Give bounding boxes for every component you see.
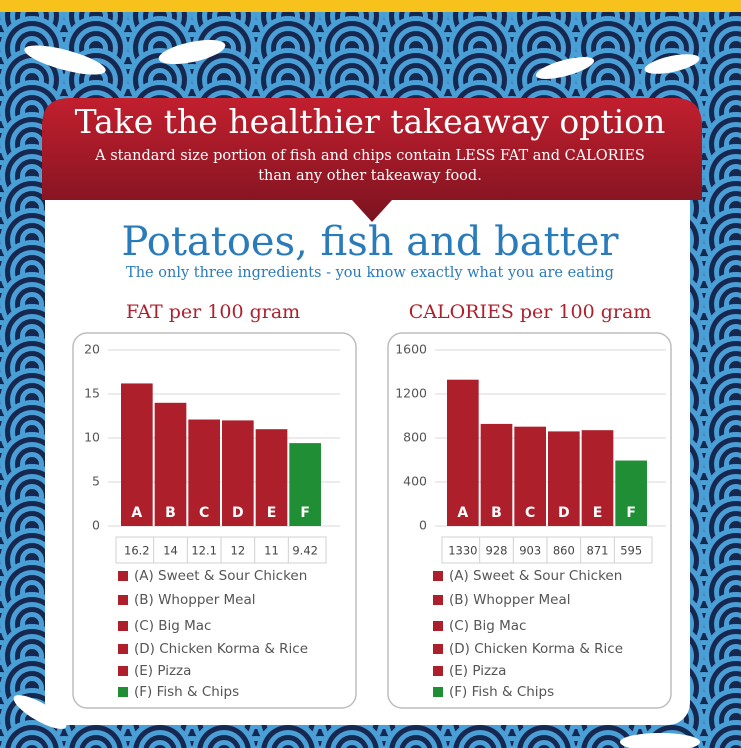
y-tick-label: 1600 — [395, 342, 427, 357]
legend-marker — [118, 687, 128, 697]
bar-category-label: C — [199, 505, 209, 521]
value-label: 871 — [587, 544, 609, 558]
value-label: 12 — [231, 544, 246, 558]
value-label: 16.2 — [124, 544, 150, 558]
legend-marker — [433, 595, 443, 605]
y-tick-label: 5 — [92, 474, 100, 489]
bar — [548, 431, 580, 526]
legend-marker — [433, 621, 443, 631]
chart-title: CALORIES per 100 gram — [409, 301, 652, 323]
value-label: 903 — [519, 544, 541, 558]
legend-marker — [118, 571, 128, 581]
chart-title: FAT per 100 gram — [126, 301, 300, 323]
bar — [289, 443, 321, 526]
legend-label: (A) Sweet & Sour Chicken — [134, 568, 307, 584]
legend-label: (B) Whopper Meal — [449, 592, 571, 608]
legend-marker — [433, 666, 443, 676]
legend-label: (B) Whopper Meal — [134, 592, 256, 608]
legend-marker — [118, 595, 128, 605]
value-label: 860 — [553, 544, 575, 558]
bar — [581, 430, 614, 526]
y-tick-label: 400 — [403, 474, 427, 489]
bar-category-label: F — [626, 505, 636, 521]
y-tick-label: 1200 — [395, 386, 427, 401]
value-label: 11 — [264, 544, 279, 558]
fish-decorations — [13, 39, 700, 748]
bar-category-label: A — [131, 505, 142, 521]
bar-category-label: D — [232, 505, 244, 521]
y-tick-label: 800 — [403, 430, 427, 445]
subtitle: than any other takeaway food. — [258, 168, 482, 184]
legend-marker — [118, 621, 128, 631]
y-tick-label: 0 — [419, 518, 427, 533]
bar-category-label: F — [300, 505, 310, 521]
banner — [42, 98, 702, 222]
subtitle: A standard size portion of fish and chip… — [94, 148, 645, 164]
legend-marker — [118, 666, 128, 676]
value-label: 14 — [163, 544, 178, 558]
bar — [154, 402, 187, 526]
bar-category-label: E — [267, 505, 277, 521]
y-tick-label: 15 — [84, 386, 100, 401]
legend-label: (A) Sweet & Sour Chicken — [449, 568, 622, 584]
legend-label: (F) Fish & Chips — [134, 684, 239, 700]
legend-marker — [118, 644, 128, 654]
bar-category-label: B — [165, 505, 176, 521]
y-tick-label: 10 — [84, 430, 100, 445]
legend-label: (E) Pizza — [134, 663, 191, 679]
legend-marker — [433, 644, 443, 654]
value-label: 928 — [486, 544, 508, 558]
bar — [480, 423, 513, 526]
value-label: 595 — [620, 544, 642, 558]
tagline: The only three ingredients - you know ex… — [126, 265, 614, 281]
legend-label: (D) Chicken Korma & Rice — [449, 641, 623, 657]
bar-category-label: A — [457, 505, 468, 521]
bar — [121, 383, 153, 526]
y-tick-label: 0 — [92, 518, 100, 533]
legend-label: (E) Pizza — [449, 663, 506, 679]
value-label: 12.1 — [191, 544, 217, 558]
bar — [447, 379, 479, 526]
value-label: 1330 — [448, 544, 477, 558]
title: Take the healthier takeaway option — [75, 102, 666, 141]
bar — [615, 460, 647, 526]
value-label: 9.42 — [292, 544, 318, 558]
bar — [222, 420, 254, 526]
bar — [255, 429, 288, 526]
y-tick-label: 20 — [84, 342, 100, 357]
bar — [514, 426, 546, 526]
bar-category-label: C — [525, 505, 535, 521]
bar-category-label: B — [491, 505, 502, 521]
bar-category-label: E — [593, 505, 603, 521]
legend-label: (C) Big Mac — [134, 618, 211, 634]
legend-marker — [433, 571, 443, 581]
legend-marker — [433, 687, 443, 697]
bar-category-label: D — [558, 505, 570, 521]
legend-label: (C) Big Mac — [449, 618, 526, 634]
heading: Potatoes, fish and batter — [121, 219, 619, 265]
bar — [188, 419, 220, 526]
legend-label: (D) Chicken Korma & Rice — [134, 641, 308, 657]
legend-label: (F) Fish & Chips — [449, 684, 554, 700]
